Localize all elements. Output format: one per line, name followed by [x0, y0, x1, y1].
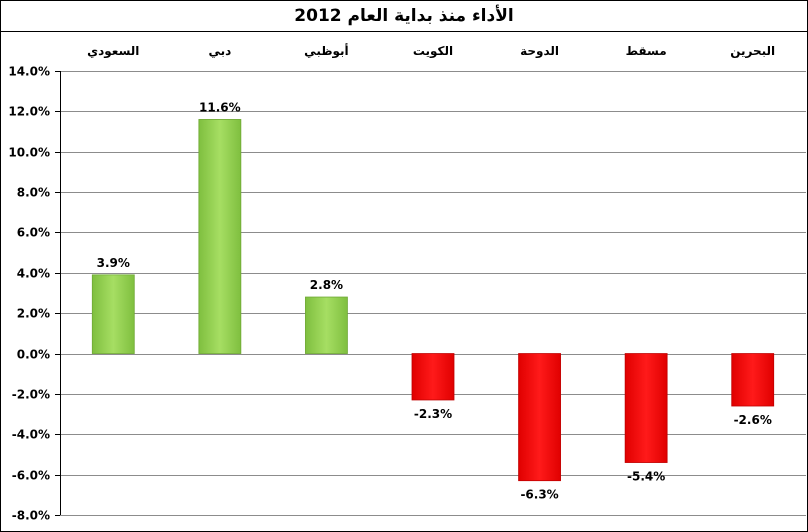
y-tick-label: -6.0%: [12, 469, 50, 483]
y-tick-label: 0.0%: [17, 348, 50, 362]
y-tick-label: -2.0%: [12, 388, 50, 402]
bar: [518, 353, 561, 482]
y-tick-label: 12.0%: [8, 105, 50, 119]
category-label: أبوظبي: [304, 43, 348, 59]
category-label: دبي: [208, 44, 231, 58]
category-labels: السعودي دبي أبوظبي الكويت الدوحة مسقط البحرين: [87, 43, 775, 59]
y-tick-label: 10.0%: [8, 146, 50, 160]
data-label: -6.3%: [520, 488, 558, 502]
bar: [305, 296, 348, 354]
gridlines: [60, 71, 806, 516]
y-tick-label: 14.0%: [8, 65, 50, 79]
data-labels: 3.9% 11.6% 2.8% -2.3% -6.3% -5.4% -2.6%: [97, 100, 772, 501]
y-tick-label: -8.0%: [12, 509, 50, 523]
data-label: -2.6%: [734, 413, 772, 427]
bar: [91, 274, 135, 354]
y-tick-label: -4.0%: [12, 428, 50, 442]
bar: [411, 353, 455, 401]
category-label: مسقط: [626, 44, 667, 58]
y-tick-label: 4.0%: [17, 267, 50, 281]
data-label: 3.9%: [97, 256, 130, 270]
y-tick-label: 2.0%: [17, 307, 50, 321]
category-label: الكويت: [413, 44, 453, 59]
chart-title: الأداء منذ بداية العام 2012: [294, 6, 514, 26]
category-label: السعودي: [87, 44, 139, 59]
axes: [55, 71, 61, 516]
bars: [91, 119, 775, 482]
category-label: الدوحة: [520, 44, 559, 59]
data-label: -5.4%: [627, 470, 665, 484]
category-label: البحرين: [730, 44, 775, 58]
bar: [731, 353, 775, 407]
chart-title-box: الأداء منذ بداية العام 2012: [1, 1, 807, 32]
y-tick-label: 8.0%: [17, 186, 50, 200]
data-label: -2.3%: [414, 407, 452, 421]
bar: [198, 119, 242, 354]
data-label: 2.8%: [310, 278, 343, 292]
bar: [624, 353, 668, 463]
data-label: 11.6%: [199, 100, 241, 114]
y-tick-labels: 14.0% 12.0% 10.0% 8.0% 6.0% 4.0% 2.0% 0.0% -2.0%…: [8, 65, 50, 523]
y-tick-label: 6.0%: [17, 226, 50, 240]
